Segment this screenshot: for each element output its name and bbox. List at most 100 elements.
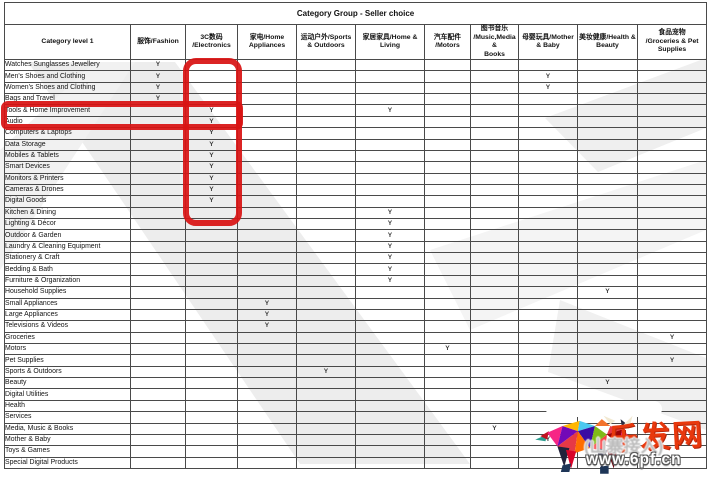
mark-cell-home_living[interactable] bbox=[355, 195, 425, 208]
mark-cell-home_appliances[interactable] bbox=[237, 274, 297, 288]
mark-cell-home_appliances[interactable] bbox=[237, 354, 297, 367]
mark-cell-music_media_books[interactable] bbox=[470, 320, 519, 333]
mark-cell-mother_baby[interactable]: Y bbox=[518, 70, 578, 83]
mark-cell-home_living[interactable] bbox=[355, 388, 425, 401]
mark-cell-motors[interactable] bbox=[424, 252, 471, 265]
mark-cell-motors[interactable] bbox=[424, 127, 471, 140]
mark-cell-music_media_books[interactable] bbox=[470, 297, 519, 310]
mark-cell-home_appliances[interactable]: Y bbox=[237, 320, 297, 333]
mark-cell-motors[interactable] bbox=[424, 183, 471, 197]
mark-cell-electronics[interactable] bbox=[185, 342, 238, 356]
mark-cell-sports_outdoors[interactable] bbox=[296, 445, 356, 458]
mark-cell-home_living[interactable] bbox=[355, 127, 425, 140]
mark-cell-home_appliances[interactable] bbox=[237, 445, 297, 458]
mark-cell-home_living[interactable] bbox=[355, 297, 425, 310]
mark-cell-music_media_books[interactable] bbox=[470, 218, 519, 231]
mark-cell-music_media_books[interactable] bbox=[470, 445, 519, 458]
mark-cell-home_living[interactable] bbox=[355, 433, 425, 447]
mark-cell-fashion[interactable] bbox=[130, 399, 186, 413]
mark-cell-sports_outdoors[interactable] bbox=[296, 229, 356, 242]
mark-cell-sports_outdoors[interactable] bbox=[296, 81, 356, 95]
mark-cell-music_media_books[interactable] bbox=[470, 274, 519, 288]
mark-cell-home_appliances[interactable]: Y bbox=[237, 297, 297, 310]
mark-cell-music_media_books[interactable] bbox=[470, 195, 519, 208]
mark-cell-health_beauty[interactable] bbox=[577, 172, 638, 185]
mark-cell-motors[interactable] bbox=[424, 195, 471, 208]
mark-cell-home_appliances[interactable] bbox=[237, 229, 297, 242]
mark-cell-electronics[interactable] bbox=[185, 456, 238, 469]
mark-cell-sports_outdoors[interactable] bbox=[296, 93, 356, 106]
category-cell[interactable]: Furniture & Organization bbox=[4, 274, 131, 288]
mark-cell-music_media_books[interactable]: Y bbox=[470, 422, 519, 435]
mark-cell-motors[interactable] bbox=[424, 297, 471, 310]
mark-cell-motors[interactable] bbox=[424, 308, 471, 322]
mark-cell-health_beauty[interactable] bbox=[577, 127, 638, 140]
mark-cell-sports_outdoors[interactable] bbox=[296, 104, 356, 117]
mark-cell-sports_outdoors[interactable] bbox=[296, 206, 356, 220]
mark-cell-home_living[interactable] bbox=[355, 399, 425, 413]
mark-cell-music_media_books[interactable] bbox=[470, 183, 519, 197]
mark-cell-fashion[interactable] bbox=[130, 433, 186, 447]
mark-cell-home_living[interactable]: Y bbox=[355, 229, 425, 242]
mark-cell-groceries_pet[interactable] bbox=[636, 127, 708, 140]
mark-cell-sports_outdoors[interactable] bbox=[296, 70, 356, 83]
mark-cell-health_beauty[interactable] bbox=[577, 183, 638, 197]
mark-cell-mother_baby[interactable] bbox=[518, 308, 578, 322]
mark-cell-sports_outdoors[interactable] bbox=[296, 433, 356, 447]
mark-cell-home_appliances[interactable]: Y bbox=[237, 308, 297, 322]
mark-cell-fashion[interactable] bbox=[130, 172, 186, 185]
mark-cell-sports_outdoors[interactable] bbox=[296, 308, 356, 322]
mark-cell-health_beauty[interactable] bbox=[577, 93, 638, 106]
category-cell[interactable]: Monitors & Printers bbox=[4, 172, 131, 185]
mark-cell-home_appliances[interactable] bbox=[237, 138, 297, 151]
mark-cell-health_beauty[interactable] bbox=[577, 274, 638, 288]
mark-cell-motors[interactable] bbox=[424, 93, 471, 106]
mark-cell-groceries_pet[interactable] bbox=[636, 161, 708, 174]
mark-cell-fashion[interactable] bbox=[130, 263, 186, 276]
mark-cell-fashion[interactable]: Y bbox=[130, 58, 186, 72]
mark-cell-groceries_pet[interactable] bbox=[636, 308, 708, 322]
mark-cell-music_media_books[interactable] bbox=[470, 58, 519, 72]
mark-cell-home_living[interactable]: Y bbox=[355, 104, 425, 117]
mark-cell-home_living[interactable] bbox=[355, 93, 425, 106]
mark-cell-home_living[interactable] bbox=[355, 354, 425, 367]
mark-cell-home_appliances[interactable] bbox=[237, 377, 297, 390]
mark-cell-motors[interactable] bbox=[424, 286, 471, 299]
mark-cell-home_appliances[interactable] bbox=[237, 286, 297, 299]
mark-cell-mother_baby[interactable] bbox=[518, 183, 578, 197]
mark-cell-sports_outdoors[interactable]: Y bbox=[296, 365, 356, 379]
mark-cell-music_media_books[interactable] bbox=[470, 149, 519, 163]
mark-cell-home_appliances[interactable] bbox=[237, 240, 297, 254]
mark-cell-motors[interactable] bbox=[424, 81, 471, 95]
mark-cell-fashion[interactable] bbox=[130, 365, 186, 379]
mark-cell-home_appliances[interactable] bbox=[237, 104, 297, 117]
mark-cell-groceries_pet[interactable] bbox=[636, 274, 708, 288]
mark-cell-home_living[interactable] bbox=[355, 377, 425, 390]
mark-cell-music_media_books[interactable] bbox=[470, 104, 519, 117]
mark-cell-music_media_books[interactable] bbox=[470, 172, 519, 185]
mark-cell-motors[interactable] bbox=[424, 274, 471, 288]
mark-cell-groceries_pet[interactable] bbox=[636, 104, 708, 117]
mark-cell-health_beauty[interactable] bbox=[577, 206, 638, 220]
mark-cell-health_beauty[interactable] bbox=[577, 81, 638, 95]
mark-cell-groceries_pet[interactable] bbox=[636, 342, 708, 356]
mark-cell-groceries_pet[interactable] bbox=[636, 115, 708, 129]
category-cell[interactable]: Beauty bbox=[4, 377, 131, 390]
mark-cell-sports_outdoors[interactable] bbox=[296, 127, 356, 140]
mark-cell-home_appliances[interactable] bbox=[237, 127, 297, 140]
mark-cell-music_media_books[interactable] bbox=[470, 252, 519, 265]
mark-cell-fashion[interactable] bbox=[130, 342, 186, 356]
mark-cell-home_appliances[interactable] bbox=[237, 218, 297, 231]
mark-cell-home_living[interactable]: Y bbox=[355, 252, 425, 265]
mark-cell-music_media_books[interactable] bbox=[470, 377, 519, 390]
mark-cell-health_beauty[interactable] bbox=[577, 240, 638, 254]
mark-cell-health_beauty[interactable] bbox=[577, 297, 638, 310]
mark-cell-fashion[interactable] bbox=[130, 377, 186, 390]
mark-cell-sports_outdoors[interactable] bbox=[296, 320, 356, 333]
mark-cell-groceries_pet[interactable] bbox=[636, 388, 708, 401]
mark-cell-fashion[interactable] bbox=[130, 320, 186, 333]
category-cell[interactable]: Services bbox=[4, 411, 131, 424]
mark-cell-sports_outdoors[interactable] bbox=[296, 274, 356, 288]
mark-cell-electronics[interactable] bbox=[185, 252, 238, 265]
mark-cell-mother_baby[interactable] bbox=[518, 274, 578, 288]
